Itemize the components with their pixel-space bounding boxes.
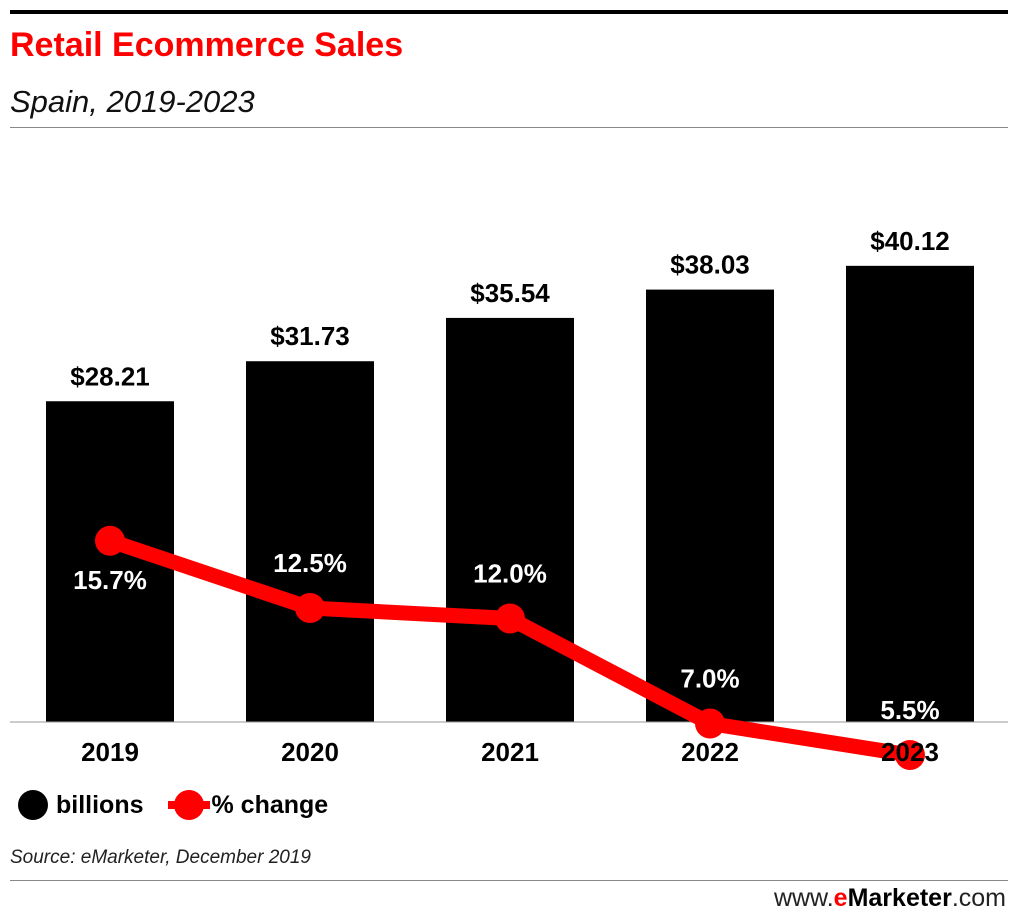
x-tick-2023: 2023 [881, 737, 939, 767]
legend-label-billions: billions [56, 790, 144, 819]
change-point-2019 [95, 525, 125, 556]
change-point-2020 [295, 593, 325, 623]
bars-layer [46, 265, 974, 722]
brand-prefix: www. [773, 884, 834, 912]
footer-rule [10, 880, 1008, 881]
legend-item-change: % change [167, 790, 329, 820]
change-label-2019: 15.7% [73, 565, 147, 595]
legend-label-change: % change [211, 790, 329, 819]
bar-2022 [646, 289, 774, 722]
labels-layer: $28.21 2019 $31.73 2020 $35.54 2021 $38.03 2022… [70, 226, 950, 767]
brand-e: e [833, 884, 848, 912]
subtitle-rule [10, 127, 1008, 128]
chart-area: $28.21 2019 $31.73 2020 $35.54 2021 $38.03 2022… [10, 226, 1008, 770]
bar-value-label-2022: $38.03 [670, 250, 750, 280]
change-point-2022 [695, 708, 725, 739]
bar-value-label-2021: $35.54 [470, 278, 550, 308]
bar-2021 [446, 317, 574, 722]
x-tick-2021: 2021 [481, 737, 539, 767]
legend-swatch-billions [18, 790, 48, 820]
x-tick-2019: 2019 [81, 737, 139, 767]
legend-swatch-change [167, 790, 210, 820]
change-label-2023: 5.5% [880, 695, 939, 725]
line-layer [95, 525, 925, 770]
change-label-2021: 12.0% [473, 559, 547, 589]
legend-item-billions: billions [18, 790, 144, 820]
x-tick-2020: 2020 [281, 737, 339, 767]
source-note: Source: eMarketer, December 2019 [10, 847, 311, 868]
chart-subtitle: Spain, 2019-2023 [10, 84, 255, 119]
bar-2023 [846, 265, 974, 722]
brand-suffix: .com [951, 884, 1006, 912]
bar-value-label-2019: $28.21 [70, 361, 150, 391]
bar-value-label-2020: $31.73 [270, 321, 350, 351]
bar-value-label-2023: $40.12 [870, 226, 950, 256]
brand-name: Marketer [847, 884, 952, 912]
chart-title: Retail Ecommerce Sales [10, 26, 404, 64]
change-point-2021 [495, 603, 525, 634]
brand-url: www.eMarketer.com [774, 884, 1006, 913]
x-tick-2022: 2022 [681, 737, 739, 767]
top-rule [10, 10, 1008, 14]
change-label-2020: 12.5% [273, 548, 347, 578]
bar-2020 [246, 361, 374, 722]
legend: billions % change [18, 790, 358, 820]
change-point-2023 [895, 740, 925, 770]
change-label-2022: 7.0% [680, 664, 739, 694]
